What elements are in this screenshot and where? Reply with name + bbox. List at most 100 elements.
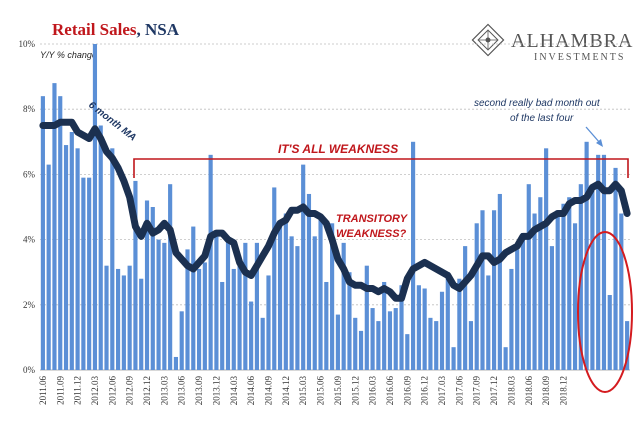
bar — [515, 249, 520, 370]
x-tick-label: 2014.12 — [281, 376, 291, 405]
bar — [162, 242, 167, 370]
bar — [306, 193, 312, 370]
y-tick-label: 8% — [23, 104, 36, 114]
y-tick-label: 10% — [19, 39, 36, 49]
bar — [225, 236, 231, 370]
bar — [503, 347, 508, 370]
bar — [387, 311, 393, 370]
bar — [544, 148, 549, 370]
x-tick-label: 2018.09 — [541, 376, 551, 406]
bar — [376, 321, 381, 370]
x-tick-label: 2018.12 — [558, 376, 568, 405]
bar — [324, 281, 329, 370]
bar — [185, 249, 190, 370]
x-tick-label: 2013.06 — [177, 376, 187, 406]
bar — [116, 268, 121, 370]
bar — [196, 268, 202, 370]
bar — [613, 167, 618, 370]
bar — [416, 285, 421, 370]
bar — [214, 233, 219, 370]
x-tick-label: 2015.06 — [316, 376, 326, 406]
bar — [520, 233, 526, 370]
x-tick-label: 2016.09 — [402, 376, 412, 406]
x-tick-label: 2015.09 — [333, 376, 343, 406]
bar-series — [40, 44, 630, 371]
bar — [619, 213, 624, 370]
bar — [567, 197, 572, 370]
bar — [173, 356, 179, 370]
x-tick-label: 2017.03 — [437, 376, 447, 406]
bar — [364, 265, 369, 370]
bar — [127, 265, 132, 370]
logo: ALHAMBRA INVESTMENTS — [471, 23, 633, 63]
bar — [156, 239, 161, 370]
bar — [208, 154, 213, 370]
x-tick-label: 2012.06 — [107, 376, 117, 406]
y-tick-label: 4% — [23, 235, 36, 245]
bar — [526, 184, 531, 370]
weakness-label: IT'S ALL WEAKNESS — [278, 142, 398, 156]
bar — [422, 288, 427, 370]
bar — [52, 83, 57, 371]
bar — [382, 281, 387, 370]
x-tick-label: 2013.03 — [159, 376, 169, 406]
y-axis: 0% 2% 4% 6% 8% 10% — [19, 39, 36, 375]
bar — [601, 154, 607, 370]
bar — [87, 177, 92, 370]
y-axis-label: Y/Y % change — [40, 50, 97, 60]
bar — [358, 330, 364, 370]
bar — [69, 132, 74, 370]
bar — [75, 148, 80, 370]
bar — [434, 321, 439, 370]
bar — [439, 291, 445, 370]
x-tick-label: 2013.09 — [194, 376, 204, 406]
bar — [92, 44, 98, 370]
note-line-2: of the last four — [510, 113, 574, 124]
bar — [277, 223, 283, 370]
bar — [237, 265, 242, 370]
bar — [249, 301, 254, 370]
bar — [139, 278, 144, 370]
logo-tagline: INVESTMENTS — [534, 52, 625, 63]
logo-name: ALHAMBRA — [511, 30, 633, 52]
bar — [538, 197, 543, 370]
bar — [486, 275, 491, 370]
highlight-ellipse — [577, 231, 633, 393]
note-arrow — [585, 126, 601, 144]
bar — [318, 216, 323, 370]
x-tick-label: 2012.03 — [90, 376, 100, 406]
x-tick-label: 2011.09 — [55, 376, 65, 405]
bar — [202, 262, 207, 370]
weakness-bracket — [133, 158, 629, 178]
bar — [445, 272, 450, 370]
bar — [81, 177, 86, 370]
bar — [411, 141, 416, 370]
bar — [590, 190, 595, 370]
bar — [220, 281, 225, 370]
x-tick-label: 2017.06 — [454, 376, 464, 406]
x-tick-label: 2018.06 — [524, 376, 534, 406]
bar — [335, 314, 340, 370]
bar — [283, 213, 288, 370]
bar — [480, 210, 485, 370]
bar — [295, 246, 300, 370]
bar — [509, 268, 514, 370]
bar — [607, 295, 612, 370]
bar — [243, 242, 248, 370]
bar — [474, 223, 479, 370]
bar — [110, 148, 115, 370]
bar — [341, 242, 346, 370]
bar — [121, 275, 126, 370]
x-tick-label: 2016.06 — [385, 376, 395, 406]
x-tick-label: 2016.03 — [368, 376, 378, 406]
bar — [144, 200, 150, 370]
x-axis: 2011.06 2011.09 2011.12 2012.03 2012.06 2012.… — [38, 376, 569, 406]
bar — [272, 187, 277, 370]
bar — [266, 275, 271, 370]
x-tick-label: 2012.12 — [142, 376, 152, 405]
bar — [555, 210, 560, 370]
bar — [399, 285, 404, 370]
bar — [353, 317, 358, 370]
x-tick-label: 2011.12 — [73, 376, 83, 405]
